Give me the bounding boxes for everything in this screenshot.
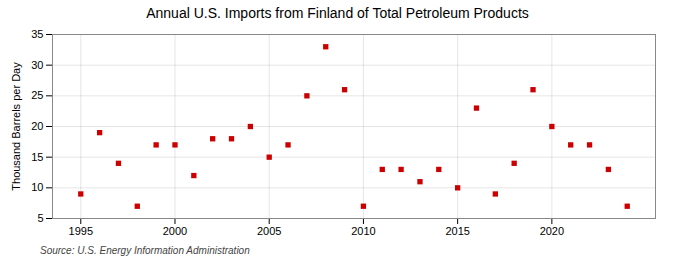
html-text:Source: U.S. Energy Informatio: Source: U.S. Energy Information Administ… (40, 245, 250, 256)
svg-text:35: 35 (31, 28, 43, 40)
svg-text:20: 20 (31, 120, 43, 132)
svg-text:10: 10 (31, 181, 43, 193)
svg-text:1995: 1995 (69, 225, 93, 237)
svg-text:2015: 2015 (445, 225, 469, 237)
html-text:Annual U.S. Imports from Finla: Annual U.S. Imports from Finland of Tota… (146, 5, 529, 21)
svg-text:25: 25 (31, 89, 43, 101)
svg-text:30: 30 (31, 59, 43, 71)
svg-text:2000: 2000 (163, 225, 187, 237)
svg-text:15: 15 (31, 151, 43, 163)
svg-text:2005: 2005 (257, 225, 281, 237)
svg-text:Thousand Barrels per Day: Thousand Barrels per Day (10, 62, 22, 191)
svg-text:5: 5 (37, 212, 43, 224)
svg-text:2020: 2020 (540, 225, 564, 237)
svg-text:2010: 2010 (351, 225, 375, 237)
